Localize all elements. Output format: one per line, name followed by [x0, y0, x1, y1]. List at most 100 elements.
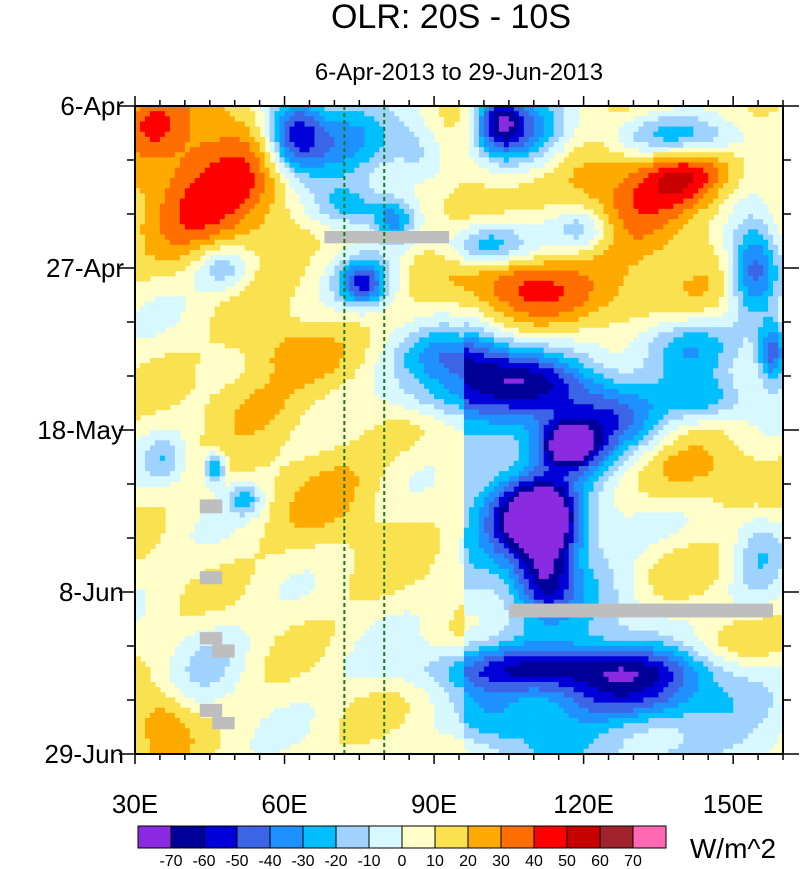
heat-cell [249, 352, 256, 359]
heat-cell [199, 152, 206, 159]
heat-cell [768, 270, 774, 277]
heat-cell [374, 306, 380, 313]
heat-cell [743, 198, 749, 205]
heat-cell [249, 111, 256, 117]
heat-cell [289, 316, 296, 323]
heat-cell [419, 219, 425, 225]
heat-cell [483, 229, 490, 236]
heat-cell [563, 347, 570, 354]
heat-cell [543, 234, 550, 241]
heat-cell [628, 214, 635, 220]
heat-cell [553, 286, 560, 292]
heat-cell [563, 167, 570, 174]
heat-cell [723, 244, 729, 251]
heat-cell [523, 250, 530, 256]
heat-cell [309, 162, 316, 169]
heat-cell [364, 219, 370, 225]
heat-cell [164, 183, 171, 189]
heat-cell [748, 229, 754, 236]
heat-cell [289, 234, 296, 241]
heat-cell [518, 224, 525, 231]
heat-cell [563, 296, 570, 303]
heat-cell [703, 126, 709, 133]
heat-cell [329, 121, 335, 128]
heat-cell [698, 332, 704, 339]
heat-cell [229, 167, 236, 174]
heat-cell [289, 116, 296, 123]
heat-cell [778, 337, 783, 344]
heat-cell [264, 116, 271, 123]
heat-cell [344, 142, 350, 148]
heat-cell [498, 147, 505, 153]
heat-cell [309, 208, 316, 215]
heat-cell [538, 193, 545, 200]
heat-cell [294, 116, 301, 123]
heat-cell [279, 121, 286, 128]
heat-cell [444, 198, 450, 205]
heat-cell [548, 136, 555, 143]
heat-cell [643, 131, 650, 138]
heat-cell [434, 270, 440, 277]
heat-cell [608, 306, 615, 313]
heat-cell [548, 224, 555, 231]
heat-cell [473, 183, 480, 189]
heat-cell [463, 352, 470, 359]
heat-cell [578, 157, 585, 164]
heat-cell [518, 296, 525, 303]
heat-cell [159, 147, 166, 153]
heat-cell [613, 270, 620, 277]
heat-cell [354, 306, 360, 313]
heat-cell [194, 147, 201, 153]
heat-cell [748, 193, 754, 200]
heat-cell [259, 275, 266, 282]
heat-cell [678, 250, 684, 256]
heat-cell [648, 116, 654, 123]
heat-cell [219, 280, 226, 287]
heat-cell [633, 244, 640, 251]
heat-cell [513, 265, 520, 272]
heat-cell [299, 111, 306, 117]
heat-cell [419, 327, 425, 333]
heat-cell [214, 224, 221, 231]
heat-cell [573, 121, 580, 128]
heat-cell [229, 306, 236, 313]
heat-cell [548, 234, 555, 241]
heat-cell [179, 214, 186, 220]
heat-cell [758, 111, 764, 117]
heat-cell [339, 183, 345, 189]
heat-cell [508, 116, 515, 123]
heat-cell [573, 178, 580, 184]
heat-cell [234, 136, 241, 143]
heat-cell [424, 270, 430, 277]
heat-cell [613, 311, 620, 318]
heat-cell [254, 322, 261, 328]
heat-cell [758, 332, 764, 339]
heat-cell [673, 296, 679, 303]
heat-cell [523, 183, 530, 189]
heat-cell [409, 286, 415, 292]
heat-cell [144, 116, 151, 123]
heat-cell [394, 270, 400, 277]
heat-cell [528, 322, 535, 328]
heat-cell [638, 229, 645, 236]
heat-cell [214, 183, 221, 189]
heat-cell [359, 250, 365, 256]
heat-cell [713, 332, 719, 339]
heat-cell [578, 275, 585, 282]
heat-cell [174, 172, 181, 179]
heat-cell [558, 347, 565, 354]
heat-cell [493, 131, 500, 138]
heat-cell [568, 286, 575, 292]
heat-cell [144, 157, 151, 164]
heat-cell [688, 280, 694, 287]
heat-cell [264, 203, 271, 210]
heat-cell [713, 208, 719, 215]
heat-cell [533, 178, 540, 184]
heat-cell [319, 327, 326, 333]
heat-cell [339, 178, 345, 184]
heat-cell [339, 296, 345, 303]
heat-cell [543, 198, 550, 205]
heat-cell [748, 106, 754, 112]
heat-cell [633, 260, 640, 267]
heat-cell [583, 157, 590, 164]
